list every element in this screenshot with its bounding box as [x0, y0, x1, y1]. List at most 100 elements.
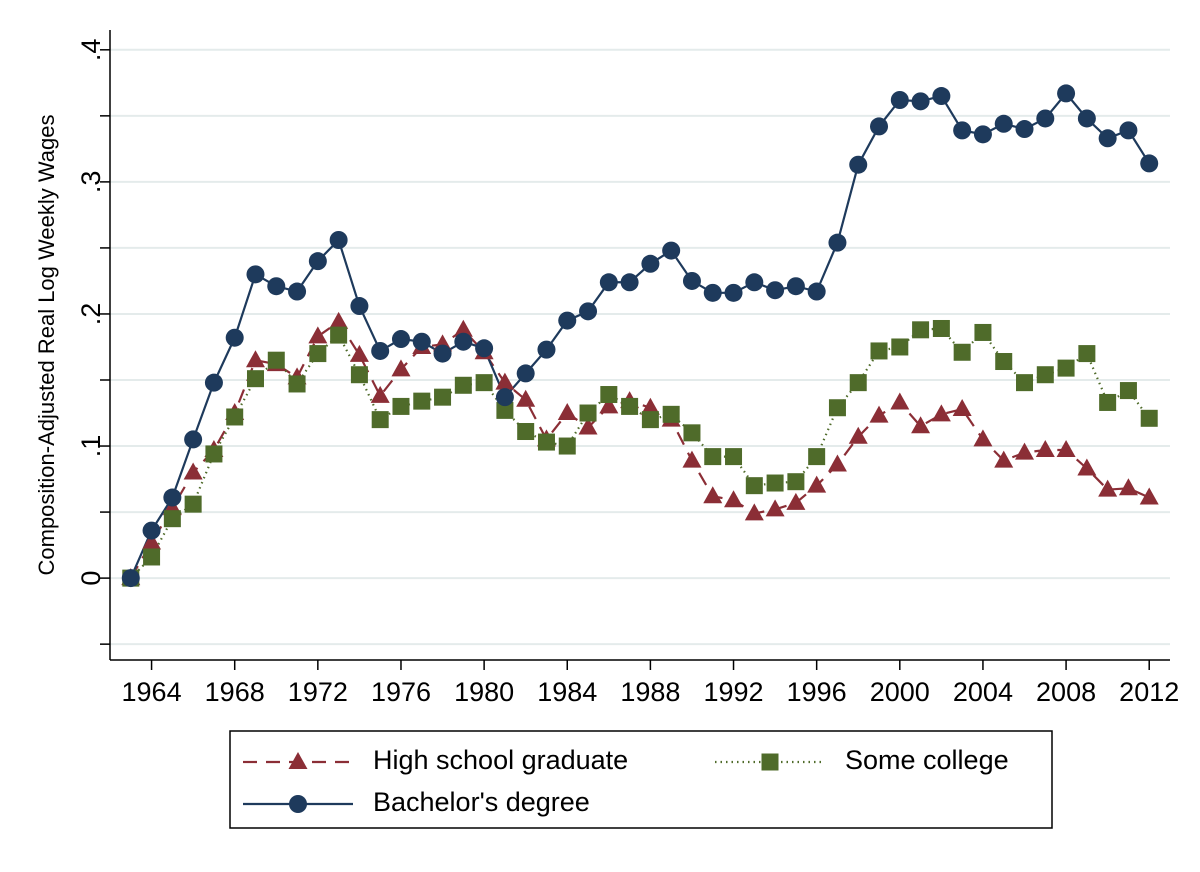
marker-circle: [973, 125, 992, 144]
marker-square: [350, 366, 368, 384]
marker-triangle: [994, 450, 1014, 468]
marker-circle: [412, 332, 431, 351]
legend-label: Some college: [845, 745, 1009, 775]
marker-circle: [579, 302, 598, 321]
marker-square: [309, 345, 327, 363]
marker-circle: [329, 231, 348, 249]
marker-circle: [870, 117, 889, 136]
marker-circle: [849, 155, 868, 174]
marker-square: [330, 326, 348, 344]
marker-circle: [890, 91, 909, 109]
marker-circle: [599, 273, 618, 292]
marker-square: [1140, 409, 1158, 427]
marker-circle: [371, 341, 390, 360]
marker-circle: [475, 339, 494, 358]
y-tick-label: .3: [76, 171, 106, 194]
marker-triangle: [703, 486, 723, 504]
marker-square: [184, 495, 202, 513]
marker-circle: [433, 344, 452, 363]
marker-circle: [288, 282, 307, 301]
legend-marker: [761, 753, 779, 771]
marker-circle: [267, 277, 286, 296]
legend-label: High school graduate: [373, 745, 628, 775]
marker-square: [579, 404, 597, 422]
marker-circle: [994, 114, 1013, 133]
marker-circle: [350, 297, 369, 316]
marker-square: [849, 374, 867, 392]
marker-circle: [1140, 154, 1159, 173]
marker-triangle: [1118, 478, 1138, 496]
legend-box: [229, 730, 1053, 829]
marker-square: [787, 473, 805, 491]
y-axis-title: Composition-Adjusted Real Log Weekly Wag…: [34, 114, 59, 575]
marker-circle: [1098, 129, 1117, 148]
marker-circle: [1036, 109, 1055, 128]
marker-triangle: [557, 403, 577, 421]
marker-triangle: [890, 392, 910, 410]
marker-square: [683, 424, 701, 442]
marker-square: [725, 448, 743, 466]
marker-circle: [1119, 121, 1138, 140]
marker-square: [912, 321, 930, 339]
marker-triangle: [1035, 440, 1055, 457]
x-tick-label: 1984: [537, 677, 597, 707]
marker-circle: [703, 283, 722, 302]
y-tick-label: .2: [76, 303, 106, 326]
marker-square: [932, 319, 950, 337]
marker-square: [371, 411, 389, 429]
legend-marker: [289, 795, 307, 813]
marker-square: [1119, 382, 1137, 400]
marker-square: [745, 477, 763, 495]
marker-square: [808, 448, 826, 466]
marker-square: [1016, 374, 1034, 392]
marker-square: [475, 374, 493, 392]
marker-triangle: [495, 372, 515, 390]
marker-square: [995, 353, 1013, 371]
y-tick-label: 0: [76, 571, 106, 586]
marker-square: [288, 375, 306, 393]
marker-circle: [620, 273, 639, 292]
marker-triangle: [1015, 442, 1035, 460]
marker-square: [953, 343, 971, 361]
y-tick-label: .4: [76, 39, 106, 62]
marker-square: [226, 408, 244, 426]
marker-square: [870, 342, 888, 360]
marker-circle: [724, 283, 743, 302]
marker-triangle: [640, 397, 660, 415]
marker-triangle: [1077, 458, 1097, 476]
marker-circle: [246, 265, 265, 284]
marker-square: [974, 323, 992, 341]
marker-square: [1078, 345, 1096, 363]
marker-triangle: [827, 454, 847, 472]
marker-circle: [454, 332, 473, 351]
marker-triangle: [931, 404, 951, 422]
x-tick-label: 1996: [787, 677, 847, 707]
marker-triangle: [869, 405, 889, 423]
marker-square: [558, 437, 576, 455]
marker-triangle: [578, 417, 598, 435]
series-line: [129, 320, 1150, 579]
marker-square: [205, 445, 223, 463]
marker-triangle: [973, 429, 993, 447]
marker-square: [766, 474, 784, 492]
marker-circle: [828, 233, 847, 252]
marker-square: [662, 405, 680, 423]
x-tick-label: 1964: [122, 677, 182, 707]
marker-square: [246, 370, 264, 388]
marker-square: [392, 397, 410, 415]
marker-circle: [391, 330, 410, 349]
legend-marker: [288, 752, 308, 769]
marker-triangle: [807, 475, 827, 493]
marker-triangle: [1098, 479, 1118, 497]
marker-square: [517, 423, 535, 441]
marker-circle: [911, 92, 930, 111]
marker-circle: [1057, 84, 1076, 103]
marker-square: [1099, 393, 1117, 411]
marker-circle: [786, 277, 805, 296]
marker-circle: [932, 87, 951, 106]
x-tick-label: 2012: [1119, 677, 1179, 707]
x-tick-label: 2004: [953, 677, 1013, 707]
marker-square: [163, 510, 181, 528]
marker-triangle: [952, 399, 972, 417]
